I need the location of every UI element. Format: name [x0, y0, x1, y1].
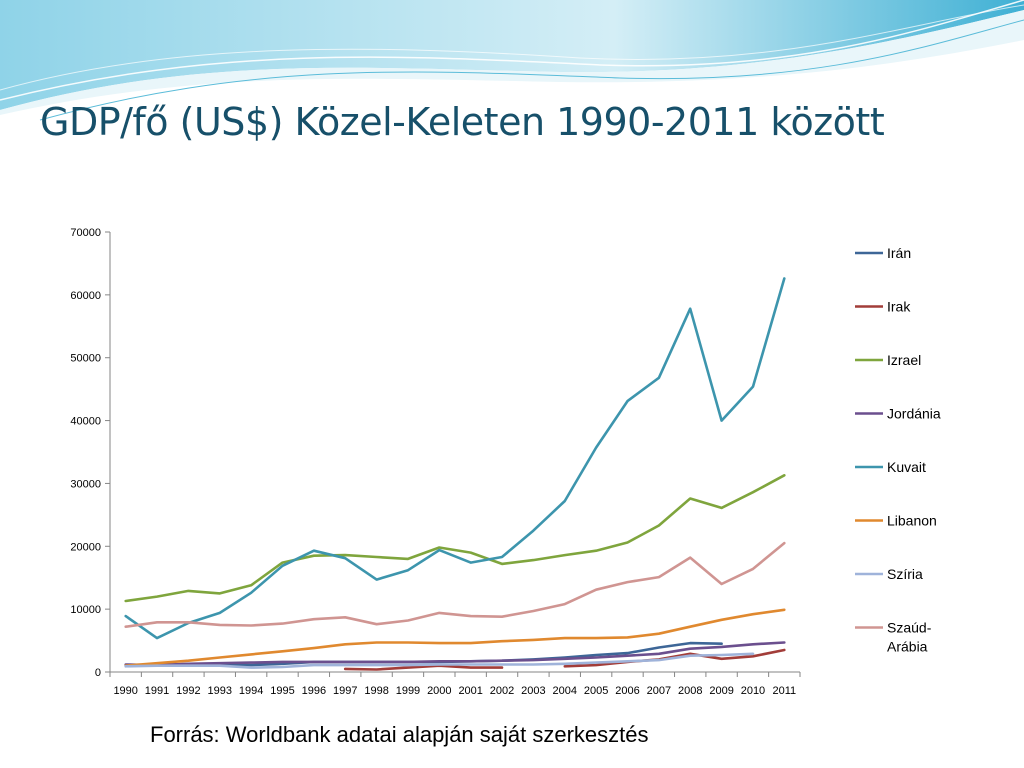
x-tick-label: 1994	[239, 685, 263, 697]
y-tick-label: 30000	[70, 478, 101, 490]
x-axis: 1990 1991 1992 1993 1994 1995 1996 1997 1998 1999…	[109, 671, 801, 697]
x-tick-label: 2002	[490, 685, 514, 697]
y-tick-label: 0	[95, 667, 101, 679]
legend: Irán Irak Izrael Jordánia Kuvait Libanon Szíri…	[855, 245, 941, 655]
legend-label: Szaúd-Arábia	[887, 620, 932, 655]
x-tick-label: 1990	[113, 685, 137, 697]
legend-label: Irán	[887, 245, 911, 261]
slide-title: GDP/fő (US$) Közel-Keleten 1990-2011 köz…	[40, 100, 885, 144]
x-tick-label: 2001	[458, 685, 482, 697]
x-tick-label: 1998	[364, 685, 388, 697]
legend-label: Libanon	[887, 513, 937, 529]
x-tick-label: 2000	[427, 685, 451, 697]
x-tick-label: 1996	[302, 685, 326, 697]
x-tick-label: 2009	[709, 685, 733, 697]
series-line	[124, 277, 786, 640]
y-tick-label: 60000	[70, 290, 101, 302]
y-tick-label: 10000	[70, 604, 101, 616]
legend-label: Izrael	[887, 352, 921, 368]
x-tick-label: 2006	[615, 685, 639, 697]
x-tick-label: 1999	[396, 685, 420, 697]
y-axis: 0 10000 20000 30000 40000 50000 60000 70000	[70, 227, 111, 679]
y-tick-label: 40000	[70, 416, 101, 428]
x-tick-label: 2008	[678, 685, 702, 697]
background-waves	[0, 0, 1024, 121]
legend-label: Irak	[887, 299, 911, 315]
x-tick-label: 1997	[333, 685, 357, 697]
series-line	[124, 641, 786, 667]
series-line	[124, 652, 755, 669]
x-tick-label: 2011	[772, 685, 796, 697]
x-tick-label: 2004	[553, 685, 577, 697]
x-tick-label: 2003	[521, 685, 545, 697]
series-line	[124, 541, 786, 628]
x-tick-label: 2005	[584, 685, 608, 697]
series-layer	[124, 277, 786, 671]
y-tick-label: 70000	[70, 227, 101, 239]
series-line	[124, 608, 786, 667]
x-tick-label: 1993	[208, 685, 232, 697]
y-tick-label: 50000	[70, 353, 101, 365]
source-note: Forrás: Worldbank adatai alapján saját s…	[150, 722, 649, 747]
x-tick-label: 1992	[176, 685, 200, 697]
legend-label: Jordánia	[887, 406, 941, 422]
x-tick-label: 2007	[647, 685, 671, 697]
series-line	[124, 474, 786, 603]
legend-label: Kuvait	[887, 459, 926, 475]
x-tick-label: 1991	[145, 685, 169, 697]
y-tick-label: 20000	[70, 541, 101, 553]
x-tick-label: 2010	[741, 685, 765, 697]
legend-label: Szíria	[887, 566, 923, 582]
x-tick-label: 1995	[270, 685, 294, 697]
